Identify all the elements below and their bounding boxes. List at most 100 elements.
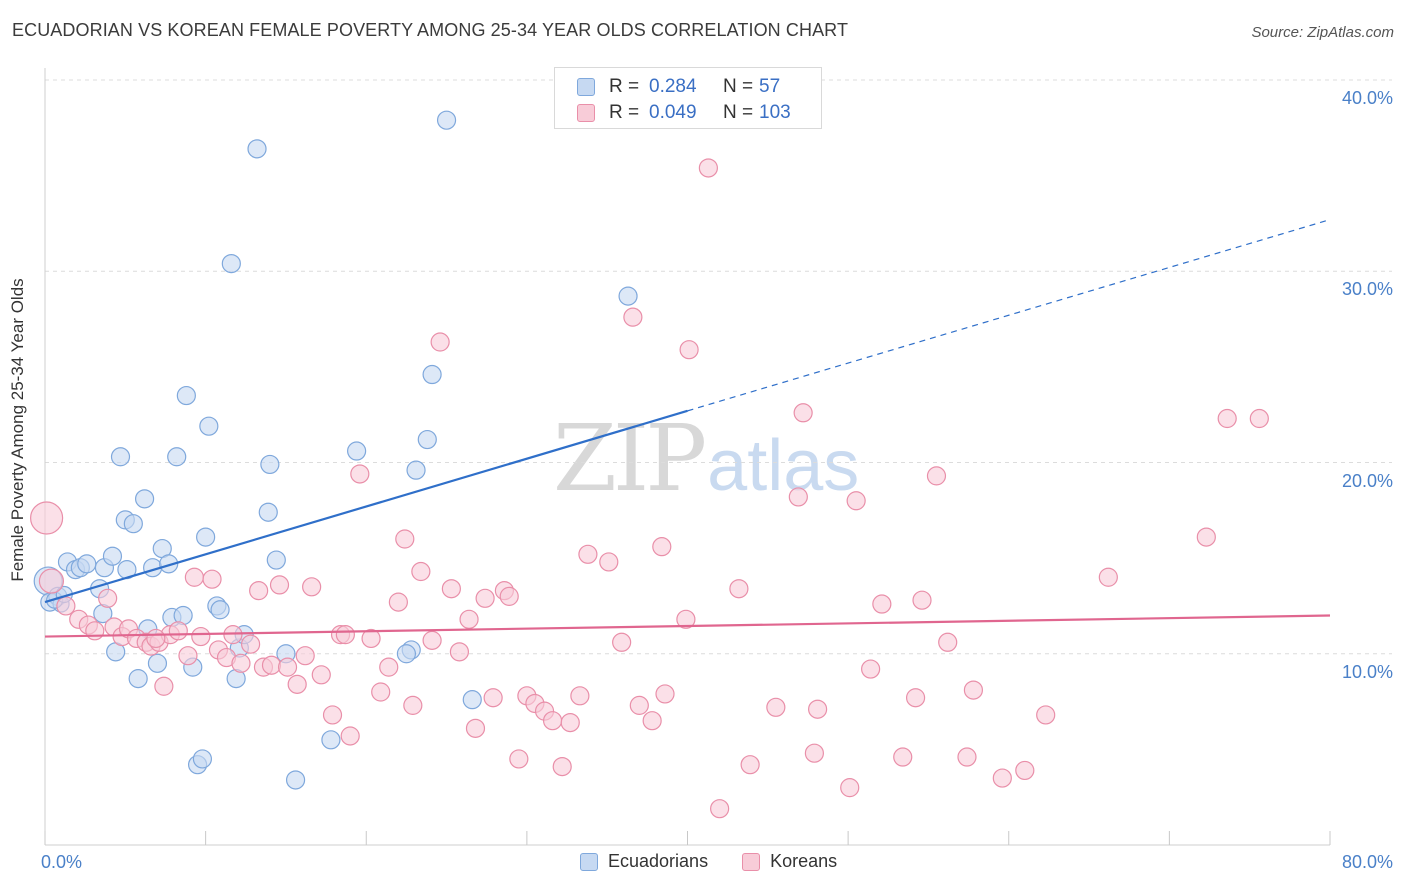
ecuadorian-point — [396, 644, 417, 664]
blue-swatch — [580, 852, 598, 871]
korean-point — [184, 567, 204, 587]
korean-point — [154, 676, 174, 696]
korean-point — [30, 501, 64, 535]
korean-point — [249, 581, 269, 601]
r-value: 0.284 — [649, 76, 697, 97]
korean-point — [676, 609, 696, 629]
korean-point — [38, 568, 65, 594]
korean-point — [846, 491, 866, 511]
korean-point — [560, 712, 580, 733]
legend-label: Koreans — [770, 851, 838, 871]
legend-row-koreans: R = 0.049 N = 103 — [577, 101, 791, 125]
korean-point — [475, 588, 495, 608]
korean-point — [411, 561, 431, 582]
ecuadorian-trend-line — [44, 409, 688, 604]
korean-point — [808, 699, 828, 719]
korean-point — [85, 621, 105, 641]
blue-swatch — [577, 78, 595, 96]
korean-point — [679, 340, 699, 360]
korean-point — [893, 747, 913, 767]
korean-point — [422, 630, 442, 650]
ecuadorian-point — [196, 527, 216, 547]
watermark-zip: ZIP — [553, 405, 707, 512]
korean-point — [872, 594, 892, 614]
korean-point — [788, 487, 808, 507]
x-tick-label: 0.0% — [41, 852, 83, 872]
korean-point — [599, 552, 619, 572]
n-label: N = — [723, 102, 754, 123]
y-tick-label: 30.0% — [1341, 279, 1393, 300]
r-label: R = — [609, 102, 640, 123]
korean-point — [340, 726, 360, 746]
korean-point — [361, 628, 381, 649]
source-credit: Source: ZipAtlas.com — [1251, 24, 1394, 41]
pink-swatch — [742, 852, 761, 871]
series-legend: Ecuadorians Koreans — [580, 851, 857, 872]
korean-point — [912, 590, 932, 610]
legend-item-koreans[interactable]: Koreans — [742, 851, 837, 872]
korean-point — [963, 680, 984, 700]
ecuadorian-point — [159, 554, 179, 574]
korean-point — [509, 749, 529, 769]
ecuadorian-point — [618, 286, 638, 306]
korean-trend-line — [44, 614, 1331, 638]
korean-point — [552, 756, 572, 777]
ecuadorian-point — [192, 749, 213, 769]
korean-point — [623, 307, 643, 327]
korean-point — [1036, 705, 1056, 725]
ecuadorian-point — [417, 429, 437, 450]
korean-point — [1217, 408, 1237, 429]
korean-point — [629, 695, 649, 715]
korean-point — [570, 686, 590, 706]
korean-point — [698, 158, 718, 178]
korean-point — [804, 743, 824, 763]
r-label: R = — [609, 76, 640, 97]
korean-point — [56, 596, 76, 616]
ecuadorian-point — [247, 139, 267, 159]
n-label: N = — [723, 76, 754, 97]
korean-point — [277, 657, 298, 677]
ecuadorian-point — [123, 514, 143, 534]
korean-point — [1196, 527, 1216, 547]
ecuadorian-point — [102, 546, 123, 566]
korean-point — [202, 569, 222, 589]
korean-point — [371, 682, 391, 702]
korean-point — [295, 646, 315, 666]
korean-point — [231, 653, 251, 673]
legend-item-ecuadorians[interactable]: Ecuadorians — [580, 851, 708, 872]
ecuadorian-point — [128, 669, 148, 689]
korean-point — [861, 659, 881, 679]
korean-point — [655, 684, 675, 704]
ecuadorian-point — [77, 554, 97, 574]
y-tick-label: 10.0% — [1341, 661, 1393, 682]
ecuadorian-point — [199, 416, 219, 436]
ecuadorian-point — [258, 502, 278, 522]
korean-point — [465, 718, 486, 738]
korean-point — [729, 579, 749, 599]
korean-point — [302, 577, 322, 597]
korean-point — [379, 657, 399, 677]
korean-point — [430, 332, 450, 352]
korean-point — [840, 778, 860, 798]
pink-swatch — [577, 104, 595, 122]
y-axis-label: Female Poverty Among 25-34 Year Olds — [8, 278, 27, 582]
korean-point — [905, 688, 926, 708]
korean-point — [926, 466, 947, 486]
korean-point — [261, 655, 282, 675]
ecuadorian-point — [134, 489, 155, 509]
correlation-legend: R = 0.284 N = 57 R = 0.049 N = 103 — [554, 67, 822, 129]
korean-point — [1098, 567, 1118, 587]
r-value: 0.049 — [649, 102, 697, 123]
korean-point — [178, 646, 198, 666]
korean-point — [322, 705, 343, 725]
ecuadorian-point — [436, 110, 457, 130]
ecuadorian-point — [167, 447, 187, 467]
korean-point — [449, 642, 470, 662]
korean-point — [710, 799, 730, 819]
legend-label: Ecuadorians — [608, 851, 709, 871]
x-tick-label: 80.0% — [1341, 852, 1393, 872]
korean-point — [403, 695, 423, 715]
n-value: 103 — [759, 102, 791, 123]
ecuadorian-point — [321, 730, 341, 750]
korean-point — [395, 529, 415, 549]
